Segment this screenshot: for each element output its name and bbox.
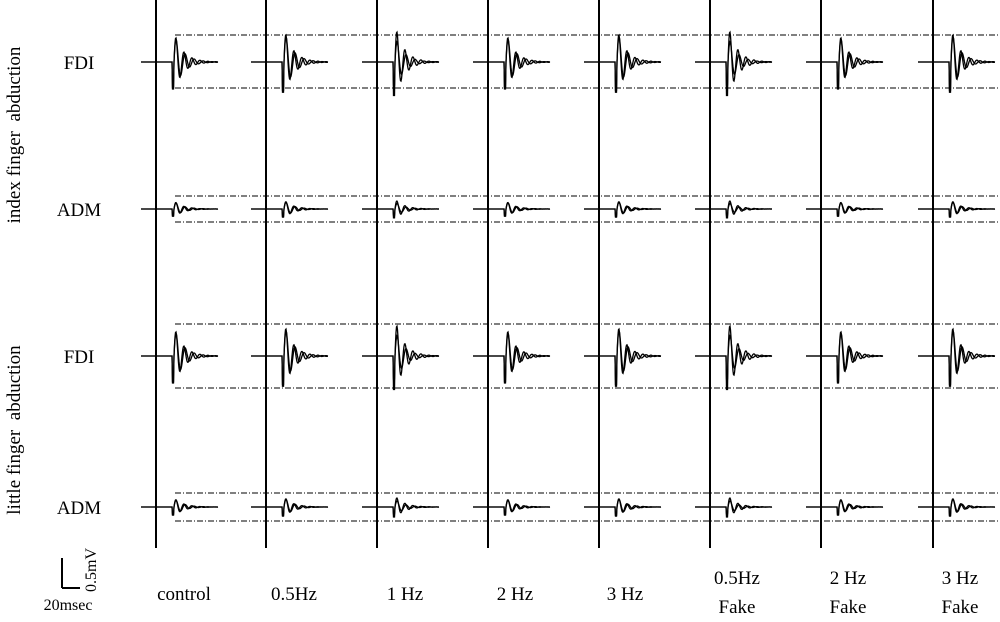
trace (141, 499, 219, 516)
trace (695, 40, 773, 86)
trace (918, 329, 995, 386)
column-label: 2 Hz (830, 568, 866, 589)
muscle-label: ADM (57, 498, 101, 519)
column-label: 2 Hz (497, 584, 533, 605)
trace (251, 327, 329, 387)
trace (584, 33, 662, 93)
trace (584, 35, 661, 92)
trace (584, 327, 662, 387)
trace (362, 202, 439, 216)
trace (806, 499, 884, 516)
column-label: 0.5Hz (271, 584, 317, 605)
trace (695, 30, 773, 97)
muscle-label: FDI (64, 53, 95, 74)
column-label: Fake (830, 597, 867, 617)
column-label: Fake (942, 597, 979, 617)
trace (806, 202, 884, 217)
scale-amplitude: 0.5mV (83, 548, 100, 592)
column-label: control (157, 584, 211, 605)
trace (251, 33, 329, 93)
trace (584, 329, 661, 386)
trace (141, 331, 219, 383)
muscle-label: FDI (64, 347, 95, 368)
column-label: 1 Hz (387, 584, 423, 605)
row-group-label: little finger abduction (4, 345, 25, 515)
trace (584, 498, 662, 517)
trace (473, 499, 551, 516)
trace (362, 40, 440, 86)
trace (806, 37, 884, 89)
trace (362, 500, 440, 515)
trace (918, 327, 996, 387)
trace (251, 329, 328, 386)
trace (141, 202, 219, 217)
trace (251, 498, 329, 517)
trace (918, 35, 995, 92)
trace (251, 201, 329, 218)
trace (918, 201, 996, 218)
trace (918, 498, 996, 517)
scale-time: 20msec (44, 597, 93, 614)
trace (806, 331, 884, 383)
trace (695, 324, 773, 391)
trace (584, 201, 662, 218)
column-label: 3 Hz (942, 568, 978, 589)
column-label: Fake (719, 597, 756, 617)
trace (141, 36, 219, 90)
scale-bar (61, 558, 80, 589)
row-group-label: index finger abduction (4, 46, 25, 223)
trace (473, 202, 551, 217)
trace (918, 33, 996, 93)
trace (362, 30, 440, 97)
trace (473, 331, 551, 383)
trace (141, 37, 219, 89)
trace (695, 500, 773, 515)
trace (141, 330, 219, 384)
trace (362, 334, 440, 380)
trace (473, 330, 551, 384)
column-label: 3 Hz (607, 584, 643, 605)
trace (695, 334, 773, 380)
column-label: 0.5Hz (714, 568, 760, 589)
trace (806, 330, 884, 384)
trace (251, 35, 328, 92)
trace (473, 37, 551, 89)
trace (362, 324, 440, 391)
trace (806, 36, 884, 90)
muscle-label: ADM (57, 200, 101, 221)
trace (473, 36, 551, 90)
trace (695, 202, 772, 216)
